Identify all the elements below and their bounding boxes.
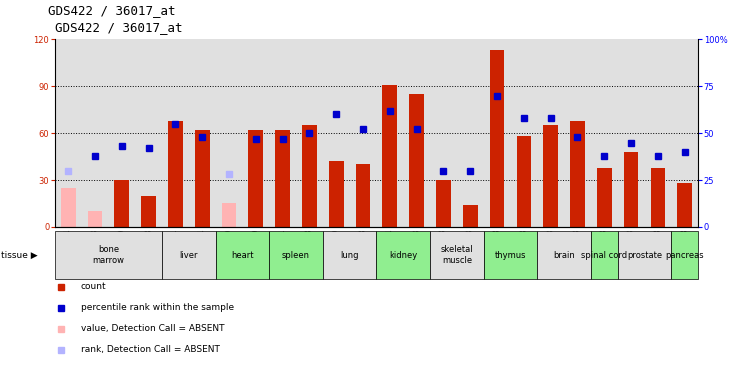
Text: prostate: prostate <box>627 251 662 260</box>
Bar <box>162 231 216 279</box>
Text: heart: heart <box>231 251 254 260</box>
Text: thymus: thymus <box>495 251 526 260</box>
Bar <box>276 130 290 227</box>
Bar <box>409 94 424 227</box>
Bar <box>168 121 183 227</box>
Bar <box>543 125 558 227</box>
Bar <box>436 180 451 227</box>
Bar <box>597 168 612 227</box>
Bar <box>88 211 102 227</box>
Bar <box>376 231 430 279</box>
Bar <box>115 180 129 227</box>
Bar <box>221 203 236 227</box>
Text: brain: brain <box>553 251 575 260</box>
Bar <box>323 231 376 279</box>
Bar <box>490 50 504 227</box>
Text: tissue ▶: tissue ▶ <box>1 251 38 260</box>
Bar <box>55 231 162 279</box>
Bar <box>269 231 323 279</box>
Bar <box>356 164 371 227</box>
Text: pancreas: pancreas <box>665 251 704 260</box>
Bar <box>249 130 263 227</box>
Text: rank, Detection Call = ABSENT: rank, Detection Call = ABSENT <box>80 345 219 354</box>
Bar <box>570 121 585 227</box>
Bar <box>216 231 269 279</box>
Bar <box>678 183 692 227</box>
Bar <box>329 161 344 227</box>
Bar <box>382 85 397 227</box>
Bar <box>430 231 484 279</box>
Bar <box>195 130 210 227</box>
Bar <box>302 125 317 227</box>
Text: value, Detection Call = ABSENT: value, Detection Call = ABSENT <box>80 324 224 333</box>
Bar <box>537 231 591 279</box>
Text: lung: lung <box>341 251 359 260</box>
Text: bone
marrow: bone marrow <box>92 245 124 265</box>
Text: spinal cord: spinal cord <box>581 251 627 260</box>
Text: count: count <box>80 282 106 291</box>
Text: skeletal
muscle: skeletal muscle <box>441 245 473 265</box>
Bar <box>141 196 156 227</box>
Bar <box>61 188 75 227</box>
Bar <box>463 205 477 227</box>
Text: kidney: kidney <box>389 251 417 260</box>
Bar <box>484 231 537 279</box>
Text: percentile rank within the sample: percentile rank within the sample <box>80 303 234 312</box>
Text: GDS422 / 36017_at: GDS422 / 36017_at <box>48 4 175 17</box>
Bar <box>517 136 531 227</box>
Bar <box>618 231 671 279</box>
Text: liver: liver <box>180 251 198 260</box>
Text: spleen: spleen <box>282 251 310 260</box>
Bar <box>591 231 618 279</box>
Bar <box>651 168 665 227</box>
Text: GDS422 / 36017_at: GDS422 / 36017_at <box>55 21 182 34</box>
Bar <box>624 152 638 227</box>
Bar <box>671 231 698 279</box>
